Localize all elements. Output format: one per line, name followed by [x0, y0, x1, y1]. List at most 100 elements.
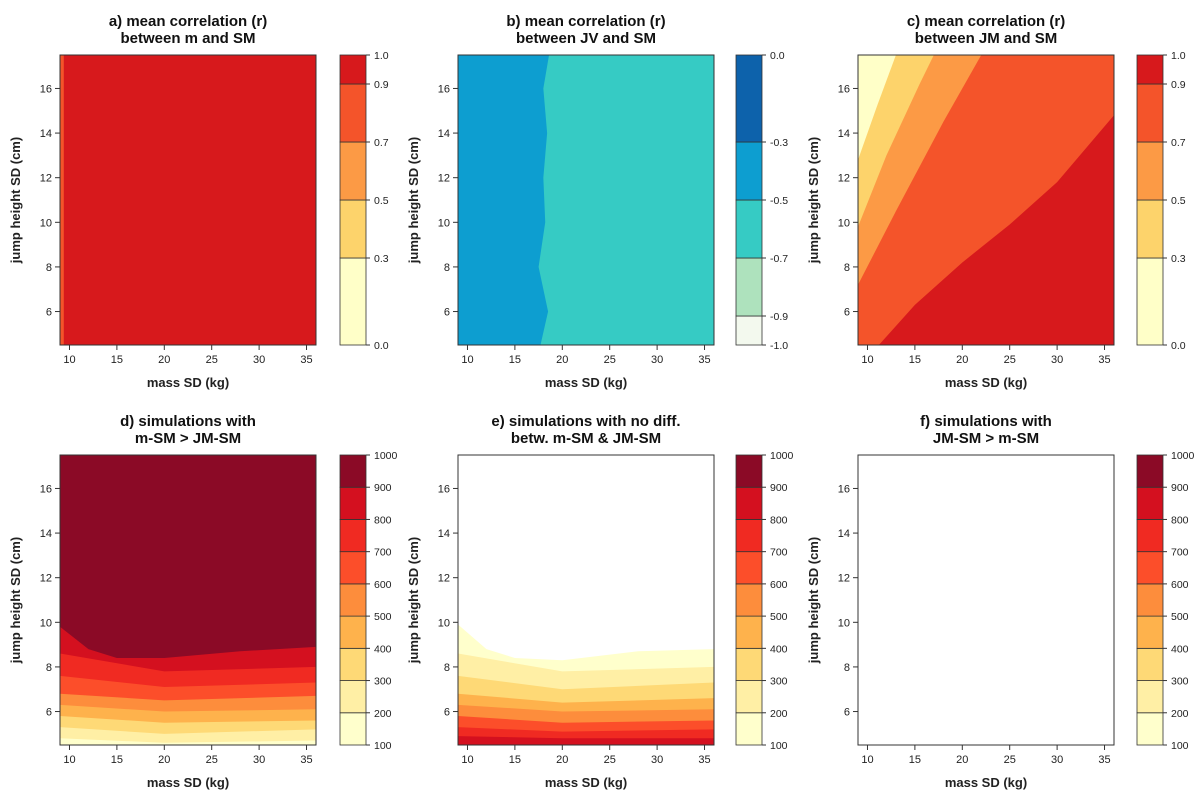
colorbar-tick-label: 100	[770, 740, 788, 752]
colorbar-swatch	[735, 680, 763, 714]
y-tick-label: 12	[838, 573, 850, 585]
colorbar-swatch	[1136, 519, 1164, 553]
colorbar-tick-label: 600	[770, 579, 788, 591]
x-tick-label: 25	[206, 754, 218, 766]
colorbar-tick-label: 0.7	[1171, 137, 1186, 149]
colorbar-tick-label: 100	[374, 740, 392, 752]
colorbar-tick-label: 0.9	[1171, 79, 1186, 91]
x-tick-label: 15	[111, 354, 123, 366]
colorbar-tick-label: 0.3	[1171, 253, 1186, 265]
colorbar-tick-label: 700	[1171, 547, 1189, 559]
colorbar-swatch	[339, 680, 367, 714]
plot-frame	[59, 54, 317, 346]
colorbar-d: 100 200 300 400 500 600 700 800 900 1000	[339, 450, 398, 752]
colorbar-tick-label: 500	[374, 611, 392, 623]
y-tick-label: 6	[444, 307, 450, 319]
y-tick-label: 16	[838, 83, 850, 95]
panel-title-line: b) mean correlation (r)	[506, 13, 665, 30]
x-tick-label: 15	[509, 754, 521, 766]
panel-title-line: between JM and SM	[915, 30, 1058, 47]
colorbar-swatch	[735, 141, 763, 201]
y-tick-label: 8	[46, 662, 52, 674]
colorbar-swatch	[339, 257, 367, 346]
colorbar-swatch	[1136, 486, 1164, 520]
x-tick-label: 10	[861, 354, 873, 366]
y-tick-label: 6	[844, 307, 850, 319]
y-tick-label: 10	[40, 617, 52, 629]
colorbar-tick-label: 800	[1171, 514, 1189, 526]
colorbar-tick-label: 400	[374, 643, 392, 655]
colorbar-tick-label: 700	[374, 547, 392, 559]
panel-title-line: between JV and SM	[516, 30, 656, 47]
colorbar-tick-label: 800	[374, 514, 392, 526]
colorbar-tick-label: 400	[770, 643, 788, 655]
colorbar-tick-label: 200	[1171, 708, 1189, 720]
x-tick-label: 10	[63, 354, 75, 366]
y-tick-label: 10	[438, 217, 450, 229]
panel-b: 10 15 20 25 30 35 6 8 10 12 14 16 mass SD (kg) jump h…	[406, 13, 788, 390]
x-tick-label: 15	[509, 354, 521, 366]
y-tick-label: 10	[838, 617, 850, 629]
colorbar-tick-label: -0.5	[770, 195, 788, 207]
panel-f: 10 15 20 25 30 35 6 8 10 12 14 16 mass SD (kg) jump h…	[806, 413, 1195, 790]
colorbar-swatch	[735, 519, 763, 553]
colorbar-swatch	[1136, 83, 1164, 143]
x-tick-label: 30	[1051, 354, 1063, 366]
colorbar-tick-label: 500	[1171, 611, 1189, 623]
x-tick-label: 35	[698, 354, 710, 366]
plot-area-b	[458, 55, 714, 345]
x-tick-label: 30	[1051, 754, 1063, 766]
x-tick-label: 20	[956, 754, 968, 766]
x-tick-label: 30	[253, 354, 265, 366]
colorbar-swatch	[735, 647, 763, 681]
band-base	[858, 455, 1114, 745]
plot-area-a	[60, 55, 316, 345]
plot-frame	[457, 454, 715, 746]
y-tick-label: 10	[438, 617, 450, 629]
panel-title-line: JM-SM > m-SM	[933, 430, 1039, 447]
colorbar-f: 100 200 300 400 500 600 700 800 900 1000	[1136, 450, 1195, 752]
colorbar-swatch	[339, 141, 367, 201]
colorbar-swatch	[1136, 454, 1164, 488]
colorbar-swatch	[339, 647, 367, 681]
colorbar-swatch	[339, 54, 367, 85]
colorbar-tick-label: 1.0	[1171, 50, 1186, 62]
colorbar-tick-label: 900	[374, 482, 392, 494]
colorbar-tick-label: 1000	[374, 450, 398, 462]
x-axis-label: mass SD (kg)	[545, 375, 627, 390]
colorbar-tick-label: -0.3	[770, 137, 788, 149]
x-tick-label: 30	[651, 754, 663, 766]
panel-title-line: betw. m-SM & JM-SM	[511, 430, 661, 447]
colorbar-swatch	[339, 583, 367, 617]
colorbar-tick-label: 300	[770, 676, 788, 688]
y-tick-label: 12	[838, 173, 850, 185]
y-axis-label: jump height SD (cm)	[406, 537, 421, 664]
y-tick-label: 14	[838, 128, 850, 140]
colorbar-swatch	[1136, 680, 1164, 714]
y-tick-label: 6	[46, 707, 52, 719]
colorbar-tick-label: 0.7	[374, 137, 389, 149]
x-tick-label: 30	[253, 754, 265, 766]
x-tick-label: 35	[300, 754, 312, 766]
band-0.9	[858, 115, 1114, 345]
colorbar-tick-label: 900	[1171, 482, 1189, 494]
colorbar-tick-label: 1.0	[374, 50, 389, 62]
colorbar-tick-label: 700	[770, 547, 788, 559]
region-high	[60, 55, 316, 345]
y-tick-label: 10	[40, 217, 52, 229]
colorbar-tick-label: 1000	[770, 450, 794, 462]
x-axis-label: mass SD (kg)	[147, 375, 229, 390]
y-axis-label: jump height SD (cm)	[406, 137, 421, 264]
colorbar-swatch	[735, 712, 763, 746]
panel-title-line: a) mean correlation (r)	[109, 13, 267, 30]
y-tick-label: 14	[438, 128, 450, 140]
y-tick-label: 14	[838, 528, 850, 540]
x-axis-label: mass SD (kg)	[545, 775, 627, 790]
colorbar-a: 0.0 0.3 0.5 0.7 0.9 1.0	[339, 50, 389, 352]
x-axis-label: mass SD (kg)	[147, 775, 229, 790]
x-tick-label: 35	[1098, 354, 1110, 366]
colorbar-tick-label: 300	[1171, 676, 1189, 688]
colorbar-swatch	[1136, 551, 1164, 585]
colorbar-tick-label: 600	[1171, 579, 1189, 591]
